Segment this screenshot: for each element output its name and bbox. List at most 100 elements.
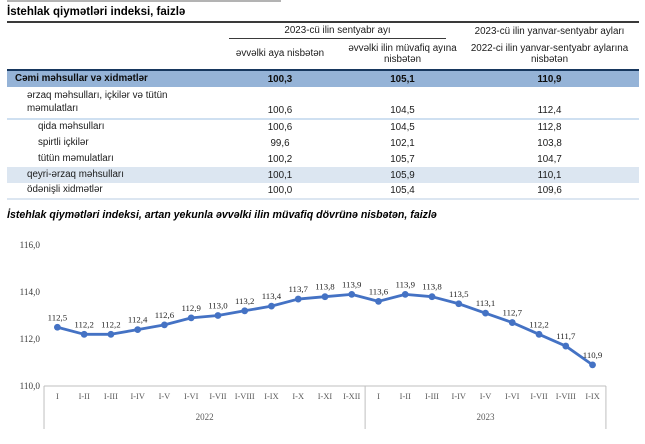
table-row: Cəmi məhsullar və xidmətlər 100,3 105,1 … — [7, 69, 640, 87]
x-axis-tick-label: I — [377, 392, 380, 401]
data-point-marker — [107, 330, 115, 338]
data-point-label: 113,8 — [315, 282, 335, 292]
row-value-prev-year-period: 112,4 — [460, 87, 640, 120]
row-value-prev-year-month: 104,5 — [390, 122, 415, 133]
empty-header-cell — [7, 40, 215, 70]
data-point-label: 113,2 — [235, 296, 254, 306]
row-value-prev-year-period: 104,7 — [537, 153, 562, 165]
table-row: qida məhsulları 100,6 104,5 112,8 — [7, 119, 639, 135]
row-label: qida məhsulları — [38, 121, 105, 133]
row-value-prev-year-period: 103,8 — [537, 137, 562, 149]
table-row: ərzaq məhsulları, içkilər və tütün məmul… — [7, 87, 640, 120]
data-point-label: 110,9 — [583, 350, 603, 360]
x-axis-tick-label: I-VIII — [235, 392, 255, 401]
x-axis-tick-label: I-II — [400, 392, 411, 401]
x-axis-tick-label: I-VII — [209, 392, 226, 401]
top-divider — [7, 0, 281, 2]
y-axis-tick-label: 112,0 — [20, 334, 41, 344]
table-sub-header-row: əvvəlki aya nisbətən əvvəlki ilin müvafi… — [7, 40, 639, 70]
row-value-prev-year-month: 102,1 — [390, 137, 415, 149]
x-axis-tick-label: I-XI — [318, 392, 333, 401]
page-title: İstehlak qiymətləri indeksi, faizlə — [7, 6, 186, 18]
data-point-marker — [428, 293, 436, 301]
table-row: qeyri-ərzaq məhsulları 100,1 105,9 110,1 — [7, 167, 640, 183]
data-point-marker — [562, 342, 570, 350]
x-axis-tick-label: I-VI — [505, 392, 520, 401]
row-value-prev-month: 100,1 — [215, 167, 345, 183]
data-point-label: 112,2 — [101, 319, 120, 329]
group-header-month: 2023-cü ilin sentyabr ayı — [215, 23, 460, 40]
table-row: tütün məmulatları 100,2 105,7 104,7 — [7, 151, 639, 167]
data-point-label: 112,2 — [74, 319, 93, 329]
table-row: spirtli içkilər 99,6 102,1 103,8 — [7, 135, 639, 151]
col-header-prev-month: əvvəlki aya nisbətən — [235, 48, 325, 60]
cpi-line-chart: 110,0 112,0 114,0 116,0 112,5 I 112,2 I-II 112,2… — [20, 240, 607, 429]
row-value-prev-month: 100,0 — [215, 183, 345, 200]
row-value-prev-year-month: 104,5 — [345, 87, 461, 120]
x-axis-tick-label: I-VII — [530, 392, 547, 401]
y-axis-tick-label: 110,0 — [20, 381, 41, 391]
data-point-marker — [80, 330, 88, 338]
row-label: ərzaq məhsulları, içkilər və tütün məmul… — [7, 87, 215, 120]
data-point-label: 112,9 — [181, 303, 201, 313]
chart-title: İstehlak qiymətləri indeksi, artan yekun… — [7, 209, 437, 221]
x-axis-tick-label: I-III — [425, 392, 439, 401]
data-point-marker — [589, 361, 596, 369]
row-value-prev-month: 100,6 — [267, 122, 293, 133]
row-label: Cəmi məhsullar və xidmətlər — [7, 69, 215, 87]
data-point-marker — [375, 298, 382, 305]
data-point-label: 112,7 — [503, 308, 523, 318]
data-point-label: 113,0 — [208, 301, 228, 311]
data-point-marker — [268, 302, 275, 310]
data-point-marker — [535, 330, 543, 338]
row-label: ödənişli xidmətlər — [7, 183, 215, 200]
data-point-label: 113,9 — [396, 279, 416, 289]
year-group-label: 2023 — [477, 412, 496, 422]
col-header-prev-year-month: əvvəlki ilin müvafiq ayına nisbətən — [348, 42, 457, 65]
x-axis-tick-label: I-IV — [130, 392, 144, 401]
data-point-marker — [214, 312, 222, 319]
data-point-label: 112,5 — [48, 312, 68, 322]
data-point-marker — [241, 307, 249, 315]
row-value-prev-month: 100,3 — [215, 69, 345, 87]
data-point-label: 113,9 — [342, 279, 362, 289]
data-point-marker — [508, 319, 516, 326]
x-axis-tick-label: I-VI — [184, 392, 199, 401]
data-point-label: 113,1 — [476, 298, 495, 308]
x-axis-tick-label: I-IV — [452, 392, 466, 401]
row-value-prev-year-month: 105,4 — [345, 183, 461, 200]
title-rule — [7, 21, 639, 23]
row-value-prev-year-month: 105,9 — [345, 167, 461, 183]
row-value-prev-year-month: 105,7 — [390, 153, 415, 165]
year-group-label: 2022 — [196, 412, 214, 422]
x-axis-tick-label: I-II — [79, 392, 90, 401]
data-point-marker — [54, 323, 61, 331]
data-point-label: 113,7 — [288, 284, 308, 294]
data-point-marker — [187, 314, 195, 322]
row-value-prev-month: 100,2 — [267, 153, 293, 165]
data-point-marker — [401, 290, 409, 298]
x-axis-tick-label: I-X — [292, 392, 304, 401]
col-header-prev-year-period: 2022-ci ilin yanvar-sentyabr aylarına ni… — [470, 42, 629, 65]
data-point-label: 113,4 — [262, 291, 282, 301]
data-point-label: 112,2 — [529, 319, 548, 329]
row-label: spirtli içkilər — [38, 136, 89, 148]
x-axis-tick-label: I-IX — [264, 392, 278, 401]
row-value-prev-year-period: 112,8 — [537, 122, 562, 133]
row-label: tütün məmulatları — [38, 152, 114, 164]
data-point-label: 111,7 — [556, 331, 576, 341]
data-point-marker — [482, 309, 489, 317]
data-point-marker — [455, 300, 463, 308]
table-group-header-row: 2023-cü ilin sentyabr ayı 2023-cü ilin y… — [7, 23, 639, 40]
row-value-prev-month: 100,6 — [215, 87, 345, 120]
data-point-label: 113,6 — [369, 286, 389, 296]
data-point-label: 112,4 — [128, 315, 148, 325]
x-axis-tick-label: I — [56, 392, 59, 401]
row-value-prev-month: 99,6 — [270, 137, 290, 149]
row-value-prev-year-period: 109,6 — [460, 183, 640, 200]
row-value-prev-year-period: 110,1 — [460, 167, 640, 183]
x-axis-tick-label: I-V — [159, 392, 171, 401]
data-point-marker — [348, 290, 356, 298]
data-point-marker — [134, 326, 142, 333]
